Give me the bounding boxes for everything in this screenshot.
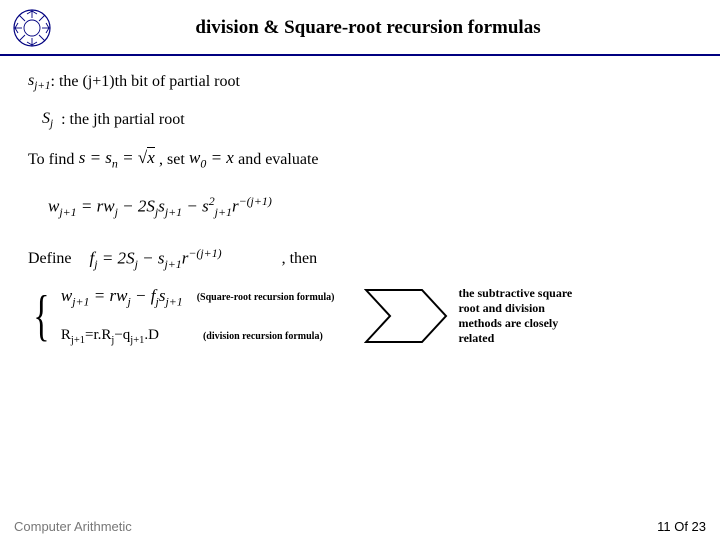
left-brace-icon: { bbox=[33, 288, 49, 344]
label-div: (division recursion formula) bbox=[203, 331, 323, 342]
def-text-1: : the (j+1)th bit of partial root bbox=[51, 73, 240, 91]
slide-footer: Computer Arithmetic 11 Of 23 bbox=[0, 519, 720, 534]
tofind-c: and evaluate bbox=[238, 151, 318, 169]
footer-left: Computer Arithmetic bbox=[14, 519, 132, 534]
define-b: , then bbox=[282, 250, 318, 268]
label-sqrt: (Square-root recursion formula) bbox=[197, 292, 335, 303]
tofind-line: To find s = sn = √x , set w0 = x and eva… bbox=[28, 148, 692, 171]
footer-right: 11 Of 23 bbox=[657, 519, 706, 534]
tofind-b: , set bbox=[159, 151, 185, 169]
formula-main: wj+1 = rwj − 2Sjsj+1 − s2j+1r−(j+1) bbox=[48, 194, 272, 220]
define-a: Define bbox=[28, 250, 72, 268]
def-line-1: sj+1 : the (j+1)th bit of partial root bbox=[28, 72, 692, 92]
brace-row-2: Rj+1=r.Rj−qj+1.D (division recursion for… bbox=[61, 327, 335, 346]
side-note: the subtractive square root and division… bbox=[458, 286, 588, 346]
symbol-s: sj+1 bbox=[28, 72, 51, 92]
def-text-2: : the jth partial root bbox=[61, 111, 185, 129]
brace-group: { wj+1 = rwj − fjsj+1 (Square-root recur… bbox=[28, 286, 692, 346]
symbol-S: Sj bbox=[42, 110, 53, 130]
hexagon-icon bbox=[364, 288, 448, 344]
formula-w0: w0 = x bbox=[185, 148, 238, 171]
slide-header: division & Square-root recursion formula… bbox=[0, 0, 720, 56]
formula-sqrt: s = sn = √x bbox=[74, 148, 159, 171]
recursion-formula: wj+1 = rwj − 2Sjsj+1 − s2j+1r−(j+1) bbox=[48, 194, 692, 220]
formula-sqrt-recursion: wj+1 = rwj − fjsj+1 bbox=[61, 286, 183, 309]
formula-f: fj = 2Sj − sj+1r−(j+1) bbox=[90, 246, 222, 272]
slide-title: division & Square-root recursion formula… bbox=[68, 17, 708, 39]
brace-row-1: wj+1 = rwj − fjsj+1 (Square-root recursi… bbox=[61, 286, 335, 309]
brace-content: wj+1 = rwj − fjsj+1 (Square-root recursi… bbox=[61, 286, 335, 346]
define-line: Define fj = 2Sj − sj+1r−(j+1) , then bbox=[28, 246, 692, 272]
slide-content: sj+1 : the (j+1)th bit of partial root S… bbox=[0, 56, 720, 346]
university-logo bbox=[12, 8, 52, 48]
def-line-2: Sj : the jth partial root bbox=[42, 110, 692, 130]
formula-division: Rj+1=r.Rj−qj+1.D bbox=[61, 327, 159, 346]
tofind-a: To find bbox=[28, 151, 74, 169]
